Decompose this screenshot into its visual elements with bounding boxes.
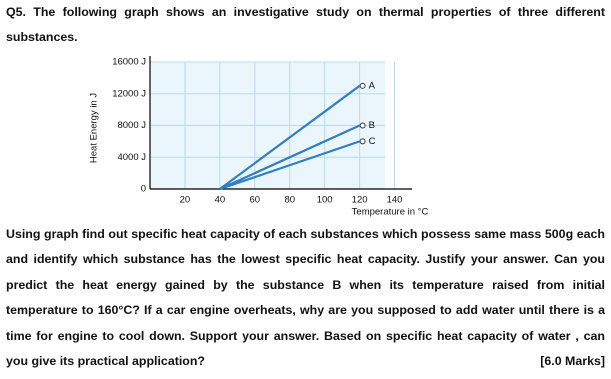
x-tick-label: 120 <box>352 195 368 206</box>
y-tick-label: 12000 J <box>112 88 146 99</box>
x-tick-label: 40 <box>215 195 226 206</box>
question-text: Using graph find out specific heat capac… <box>6 227 605 369</box>
y-axis-label: Heat Energy in J <box>89 93 100 163</box>
series-line <box>219 124 361 191</box>
y-tick-label: 8000 J <box>117 120 146 131</box>
end-marker <box>359 138 366 145</box>
series-label: B <box>369 120 375 131</box>
x-tick-label: 20 <box>180 195 191 206</box>
question-body: Using graph find out specific heat capac… <box>6 222 605 374</box>
y-tick-label: 4000 J <box>117 152 146 163</box>
y-tick-label: 0 <box>141 184 146 195</box>
marks: [6.0 Marks] <box>540 354 605 369</box>
x-tick-label: 100 <box>317 195 333 206</box>
x-axis-label: Temperature in °C <box>352 207 429 218</box>
x-tick-label: 140 <box>387 195 403 206</box>
end-marker <box>359 82 366 89</box>
question-heading: Q5. The following graph shows an investi… <box>6 5 605 45</box>
series-line <box>219 140 360 191</box>
series-label: A <box>369 80 376 91</box>
series-line <box>219 84 361 190</box>
series-label: C <box>369 136 376 147</box>
end-marker <box>359 122 366 129</box>
y-tick-label: 16000 J <box>112 57 146 68</box>
chart: Heat Energy in J Temperature in °C 0 4000… <box>89 56 429 218</box>
x-tick-label: 80 <box>284 195 295 206</box>
x-tick-label: 60 <box>250 195 261 206</box>
